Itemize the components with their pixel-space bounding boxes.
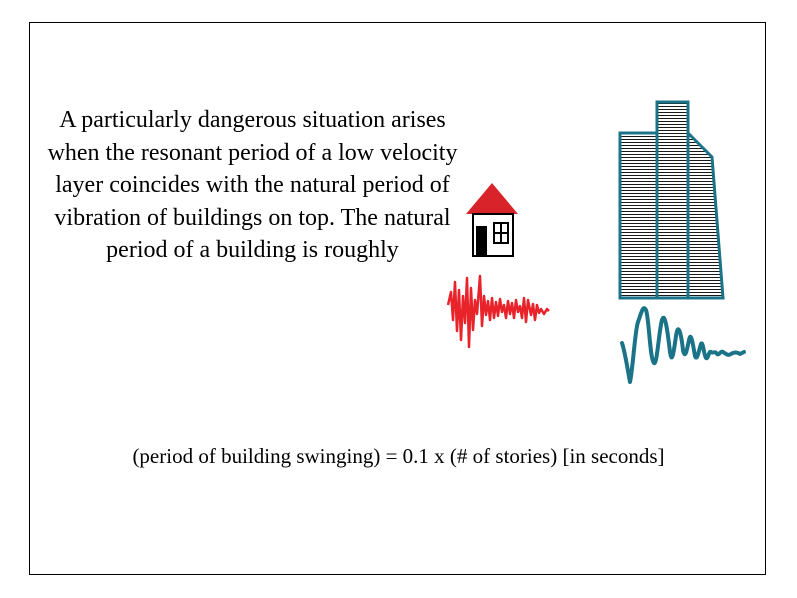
period-formula: (period of building swinging) = 0.1 x (#… <box>132 444 665 468</box>
house-door <box>476 226 487 256</box>
tall-building-icon <box>618 100 725 300</box>
house-roof <box>466 183 518 214</box>
short-period-wave <box>446 274 550 349</box>
tower-center <box>655 100 690 300</box>
explanation-paragraph: A particularly dangerous situation arise… <box>47 107 458 263</box>
house-icon <box>466 183 518 257</box>
tower-left <box>618 131 659 300</box>
long-period-wave <box>620 306 746 384</box>
tower-right <box>686 129 725 300</box>
